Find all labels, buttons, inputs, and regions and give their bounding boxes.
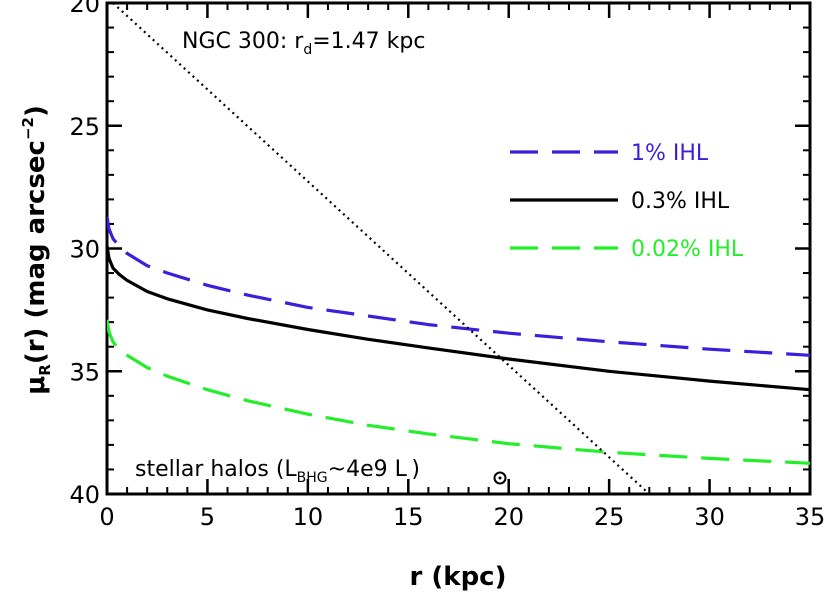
annotation-galaxy-sub: d — [303, 42, 312, 58]
annotation-halos: stellar halos (LBHG~4e9 L ) — [135, 457, 420, 486]
annotation-halos-post: ) — [411, 457, 420, 482]
x-tick-label: 10 — [293, 503, 324, 531]
annotation-galaxy: NGC 300: rd=1.47 kpc — [182, 29, 425, 58]
x-tick-label: 5 — [200, 503, 215, 531]
y-axis-title-rest: (r) (mag arcsec — [21, 140, 51, 364]
x-axis-title: r (kpc) — [410, 562, 507, 592]
y-axis-title-close: ) — [21, 105, 51, 117]
annotation-halos-mid: ~4e9 L — [328, 457, 408, 482]
y-tick-label: 30 — [69, 236, 100, 264]
series-0-02-ihl-line — [107, 319, 810, 465]
x-tick-label: 30 — [694, 503, 725, 531]
legend-label: 1% IHL — [631, 141, 709, 166]
annotation-galaxy-pre: NGC 300: r — [182, 29, 304, 54]
series-layer — [107, 3, 810, 494]
legend-label: 0.02% IHL — [631, 237, 744, 262]
series-1-ihl-line — [107, 216, 810, 357]
x-tick-label: 35 — [795, 503, 826, 531]
y-tick-label: 35 — [69, 358, 100, 386]
sun-symbol-icon — [493, 471, 507, 485]
x-tick-label: 15 — [393, 503, 424, 531]
x-tick-label: 25 — [594, 503, 625, 531]
legend: 1% IHL 0.3% IHL 0.02% IHL — [510, 141, 744, 262]
y-axis-title-sub: R — [36, 364, 54, 376]
y-axis-title: μR(r) (mag arcsec−2) — [19, 105, 54, 395]
y-tick-label: 25 — [69, 113, 100, 141]
x-tick-labels: 0 5 10 15 20 25 30 35 — [99, 503, 825, 531]
y-tick-label: 40 — [69, 481, 100, 509]
y-tick-label: 20 — [69, 0, 100, 18]
y-tick-labels: 20 25 30 35 40 — [69, 0, 100, 509]
y-axis-title-base: μ — [21, 376, 51, 395]
annotation-halos-sub: BHG — [297, 470, 328, 486]
legend-label: 0.3% IHL — [631, 189, 730, 214]
reference-line-line — [112, 3, 651, 494]
y-axis-title-sup: −2 — [19, 117, 37, 140]
series-0-3-ihl-line — [107, 245, 810, 392]
x-tick-label: 20 — [493, 503, 524, 531]
annotation-halos-pre: stellar halos (L — [135, 457, 297, 482]
axis-ticks — [105, 1, 812, 496]
x-tick-label: 0 — [99, 503, 114, 531]
annotation-galaxy-post: =1.47 kpc — [312, 29, 425, 54]
